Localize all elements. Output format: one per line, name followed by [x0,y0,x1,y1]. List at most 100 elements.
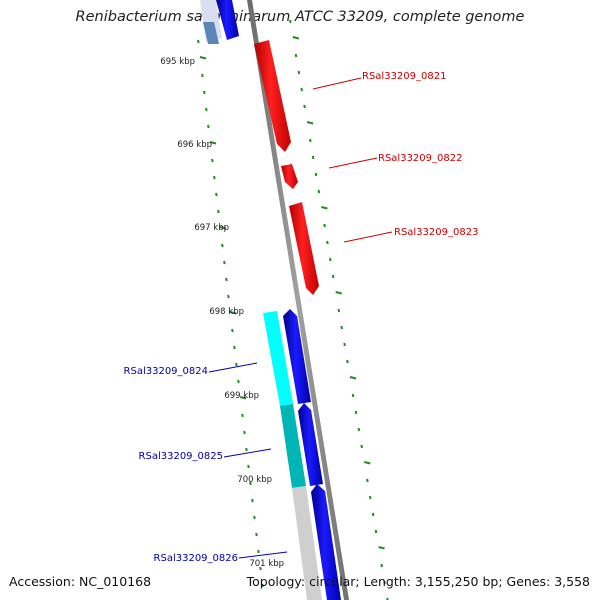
gene-rsal33209-0822-arrow [281,164,298,189]
ruler-tick-0 [249,481,252,486]
gene-rsal33209-0823-arrow [289,202,319,295]
ruler-tick-0 [261,583,264,588]
gene-rsal33209-0826-arrow [311,484,341,600]
ruler-tick-1 [360,444,363,449]
ruler-tick-1 [366,478,369,483]
ruler-label-695: 695 kbp [160,57,195,67]
forward-gene-labels: RSal33209_0821 RSal33209_0822 RSal33209_… [312,71,478,243]
ruler-tick-0 [223,260,226,265]
ruler-tick-0 [215,192,218,197]
accession-text: Accession: NC_010168 [9,574,152,589]
ruler-tick-1 [343,342,346,347]
ruler-tick-1 [371,512,375,517]
ruler-labels: 695 kbp 696 kbp 697 kbp 698 kbp 699 kbp … [160,57,284,569]
grey-feature [292,486,322,600]
label-rsal33209-0824[interactable]: RSal33209_0824 [124,366,208,377]
ruler-tick-1 [335,291,342,295]
ruler-tick-0 [221,243,224,248]
ruler-label-696: 696 kbp [177,140,212,150]
ruler-tick-1 [378,546,385,550]
ruler-tick-0 [217,209,220,214]
reverse-genes [263,309,341,600]
ruler-tick-0 [247,464,250,469]
ruler-tick-1 [323,223,326,228]
ruler-tick-1 [294,53,298,58]
ruler-tick-1 [317,189,321,194]
ruler-tick-0 [237,379,240,384]
top-partial-features [200,0,239,44]
map-title: Renibacterium salmoninarum ATCC 33209, c… [75,9,525,25]
ruler-tick-0 [231,328,234,333]
ruler-tick-1 [337,308,341,313]
forward-genes [254,40,319,295]
teal-feature [280,404,306,488]
ruler-label-698: 698 kbp [209,307,244,317]
ruler-tick-1 [364,461,371,465]
ruler-tick-1 [357,427,361,432]
gene-rsal33209-0824-arrow [283,309,311,404]
ruler-tick-1 [300,87,304,92]
ruler-tick-1 [374,529,378,534]
ruler-label-701: 701 kbp [249,559,284,569]
ruler-tick-0 [197,39,200,44]
backbone [247,0,349,600]
leader-rsal33209-0825 [223,448,272,458]
partial-blue-gene [216,0,239,40]
backbone-strand-outer [247,0,349,600]
ruler-tick-1 [326,240,329,245]
label-rsal33209-0822[interactable]: RSal33209_0822 [378,153,462,164]
ruler-tick-0 [253,515,256,520]
ruler-tick-1 [289,19,292,24]
ruler-tick-1 [306,121,314,125]
ruler-tick-1 [331,274,335,279]
ruler-tick-1 [292,36,300,40]
ruler-tick-0 [199,56,207,60]
ruler-tick-0 [227,294,230,299]
ruler-tick-0 [219,226,227,230]
ruler-tick-1 [321,206,328,210]
label-rsal33209-0825[interactable]: RSal33209_0825 [139,451,223,462]
label-rsal33209-0821[interactable]: RSal33209_0821 [362,71,446,82]
ruler-tick-0 [203,90,206,95]
reverse-gene-labels: RSal33209_0824 RSal33209_0825 RSal33209_… [124,362,288,564]
dotted-ruler [197,19,389,600]
ruler-tick-1 [346,359,349,364]
ruler-tick-1 [309,138,312,143]
gene-rsal33209-0825-arrow [298,403,323,486]
ruler-tick-1 [303,104,306,109]
ruler-tick-0 [243,430,246,435]
ruler-tick-1 [340,325,343,330]
ruler-tick-0 [235,362,238,367]
ruler-tick-1 [349,376,357,380]
ruler-tick-0 [209,141,217,145]
ruler-tick-1 [351,393,355,398]
partial-steelblue-feature [203,22,219,44]
ruler-tick-0 [257,549,260,554]
ruler-label-697: 697 kbp [194,223,229,233]
label-rsal33209-0823[interactable]: RSal33209_0823 [394,227,478,238]
ruler-tick-1 [314,172,318,177]
leader-rsal33209-0822 [328,157,378,169]
label-rsal33209-0826[interactable]: RSal33209_0826 [154,553,238,564]
ruler-label-699: 699 kbp [224,391,259,401]
ruler-tick-1 [368,495,372,500]
ruler-tick-0 [229,311,237,315]
leader-rsal33209-0824 [208,362,258,373]
ruler-tick-0 [207,124,210,129]
cyan-feature [263,311,293,406]
ruler-tick-0 [241,413,244,418]
ruler-tick-0 [211,158,214,163]
ruler-tick-0 [233,345,236,350]
genome-summary-text: Topology: circular; Length: 3,155,250 bp… [246,574,590,589]
leader-rsal33209-0826 [238,551,288,559]
ruler-tick-0 [201,73,204,78]
ruler-tick-1 [380,563,383,568]
leader-rsal33209-0823 [343,231,393,243]
ruler-tick-0 [255,532,258,537]
ruler-tick-1 [383,580,386,585]
ruler-tick-0 [259,566,262,571]
ruler-tick-1 [311,155,315,160]
ruler-tick-0 [239,396,247,400]
